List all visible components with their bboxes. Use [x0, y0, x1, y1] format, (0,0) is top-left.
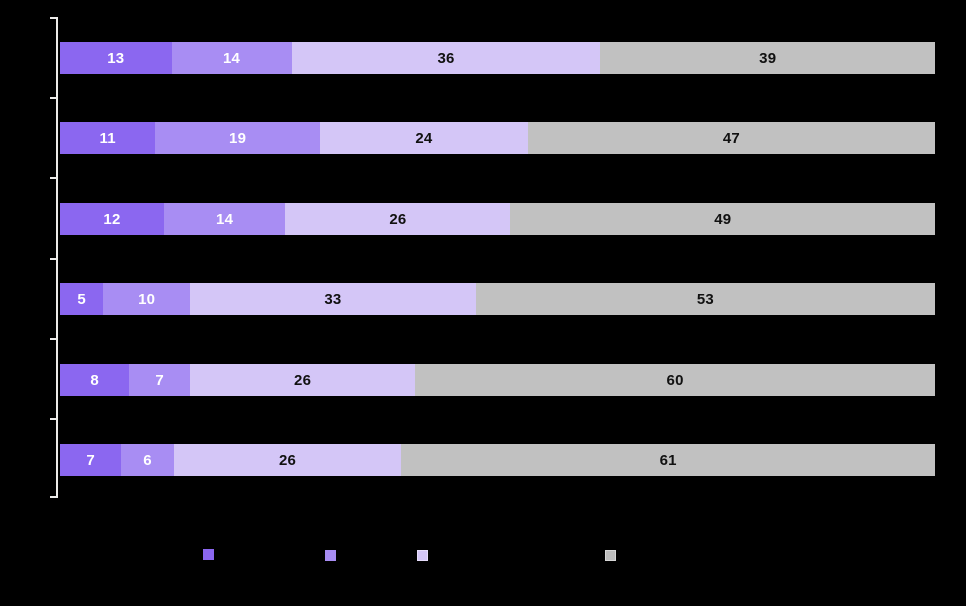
- data-label: 19: [229, 129, 247, 147]
- bar-segment-segment-2-medium-purple: 6: [121, 444, 174, 476]
- bar-segment-segment-1-dark-purple: 7: [60, 444, 122, 476]
- bar-row: 13 14 36 39: [60, 42, 935, 74]
- data-label: 7: [86, 451, 95, 469]
- y-axis-tick: [50, 17, 56, 19]
- data-label: 14: [223, 49, 241, 67]
- bar-segment-segment-3-light-purple: 26: [173, 444, 402, 476]
- bar-row: 7 6 26 61: [60, 444, 935, 476]
- y-axis-line: [56, 17, 58, 498]
- data-label: 53: [696, 290, 714, 308]
- bar-segment-segment-4-gray: 39: [600, 42, 935, 74]
- bar-segment-segment-3-light-purple: 26: [189, 364, 416, 396]
- data-label: 49: [714, 210, 732, 228]
- data-label: 26: [278, 451, 297, 469]
- data-label: 60: [666, 371, 684, 389]
- y-axis-tick: [50, 418, 56, 420]
- bar-segment-segment-1-dark-purple: 12: [60, 203, 164, 235]
- y-axis-tick: [50, 496, 56, 498]
- data-label: 61: [659, 451, 677, 469]
- data-label: 24: [415, 129, 433, 147]
- data-label: 8: [90, 371, 99, 389]
- y-axis-tick: [50, 258, 56, 260]
- y-axis-tick: [50, 338, 56, 340]
- bar-segment-segment-2-medium-purple: 10: [103, 283, 190, 315]
- bar-segment-segment-4-gray: 61: [401, 444, 935, 476]
- bar-segment-segment-4-gray: 53: [475, 283, 935, 315]
- legend-swatch-segment-3-light-purple: [417, 550, 428, 561]
- bar-segment-segment-2-medium-purple: 14: [171, 42, 292, 74]
- data-label: 47: [722, 129, 740, 147]
- bar-segment-segment-3-light-purple: 36: [291, 42, 601, 74]
- data-label: 14: [216, 210, 234, 228]
- data-label: 13: [107, 49, 125, 67]
- data-label: 5: [77, 290, 86, 308]
- bar-segment-segment-3-light-purple: 26: [285, 203, 511, 235]
- bar-segment-segment-1-dark-purple: 5: [60, 283, 104, 315]
- bar-row: 5 10 33 53: [60, 283, 935, 315]
- bar-segment-segment-2-medium-purple: 14: [163, 203, 286, 235]
- legend-swatch-segment-4-gray: [605, 550, 616, 561]
- bar-row: 8 7 26 60: [60, 364, 935, 396]
- bar-row: 12 14 26 49: [60, 203, 935, 235]
- bar-row: 11 19 24 47: [60, 122, 935, 154]
- data-label: 33: [324, 290, 342, 308]
- bar-segment-segment-3-light-purple: 33: [189, 283, 476, 315]
- bar-segment-segment-2-medium-purple: 19: [155, 122, 320, 154]
- bar-segment-segment-1-dark-purple: 13: [60, 42, 172, 74]
- bar-segment-segment-1-dark-purple: 8: [60, 364, 130, 396]
- data-label: 7: [155, 371, 164, 389]
- legend-swatch-segment-2-medium-purple: [325, 550, 336, 561]
- data-label: 10: [138, 290, 156, 308]
- data-label: 6: [143, 451, 152, 469]
- data-label: 26: [389, 210, 407, 228]
- bar-segment-segment-4-gray: 49: [510, 203, 935, 235]
- bar-segment-segment-4-gray: 60: [415, 364, 935, 396]
- legend-swatch-segment-1-dark-purple: [203, 549, 214, 560]
- data-label: 36: [437, 49, 455, 67]
- data-label: 12: [103, 210, 121, 228]
- data-label: 11: [99, 129, 116, 147]
- data-label: 39: [759, 49, 777, 67]
- bar-segment-segment-3-light-purple: 24: [319, 122, 528, 154]
- y-axis-tick: [50, 177, 56, 179]
- data-label: 26: [294, 371, 312, 389]
- bar-segment-segment-2-medium-purple: 7: [129, 364, 190, 396]
- bar-segment-segment-1-dark-purple: 11: [60, 122, 156, 154]
- bar-segment-segment-4-gray: 47: [527, 122, 935, 154]
- y-axis-tick: [50, 97, 56, 99]
